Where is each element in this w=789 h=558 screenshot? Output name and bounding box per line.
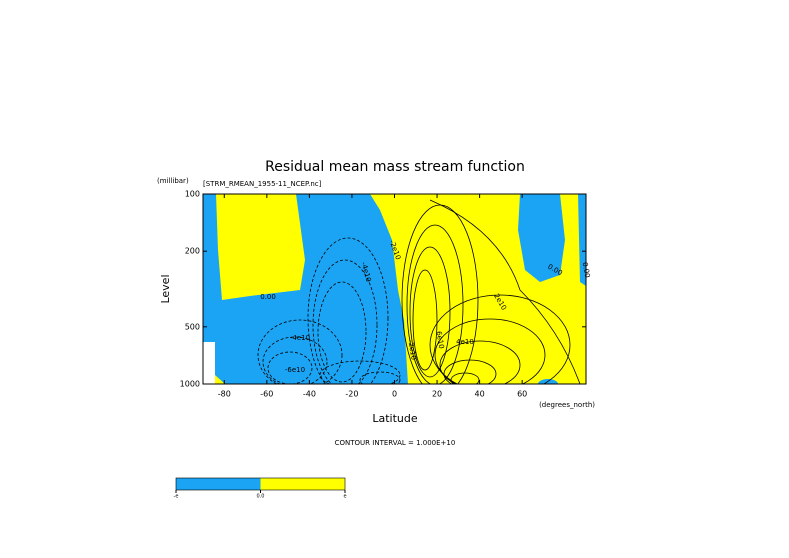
colorbar-swatch [260, 478, 345, 490]
x-tick-label: 0 [392, 390, 397, 399]
contour-label: -4e10 [290, 334, 310, 342]
colorbar-label: 0.0 [257, 494, 265, 500]
negative-region [578, 194, 586, 286]
x-tick-label: -80 [218, 390, 231, 399]
negative-region [203, 194, 408, 384]
contour-label: -6e10 [285, 366, 305, 374]
contour-label: 4e10 [456, 338, 474, 346]
subtitle: [STRM_RMEAN_1955-11_NCEP.nc] [203, 180, 322, 188]
x-tick-label: -40 [303, 390, 316, 399]
contour-interval: CONTOUR INTERVAL = 1.000E+10 [335, 439, 456, 447]
negative-contours [257, 237, 401, 384]
chart-title: Residual mean mass stream function [265, 159, 525, 175]
y-axis-label: Level [159, 274, 172, 303]
colorbar: -e 0.0 e [174, 477, 347, 500]
x-tick-label: 20 [432, 390, 442, 399]
y-tick-label: 100 [185, 190, 200, 199]
y-tick-label: 500 [185, 322, 200, 331]
colorbar-label: e [343, 494, 346, 500]
contour-label: 0.00 [260, 293, 276, 301]
y-unit: (millibar) [157, 177, 189, 185]
x-tick-label: -20 [345, 390, 358, 399]
negative-region [518, 194, 565, 282]
contour-label: 0.00 [581, 262, 592, 279]
colorbar-label: -e [174, 494, 179, 500]
x-tick-label: 40 [475, 390, 485, 399]
colorbar-swatch [176, 478, 261, 490]
positive-contours [401, 199, 581, 384]
x-axis-label: Latitude [372, 412, 418, 425]
x-tick-label: -60 [260, 390, 273, 399]
contour-label: 6e10 [435, 331, 446, 350]
contour-label: -2e10 [406, 339, 417, 360]
missing-region [203, 342, 215, 384]
y-tick-label: 200 [185, 247, 200, 256]
y-tick-label: 1000 [180, 380, 200, 389]
x-tick-label: 60 [517, 390, 527, 399]
contour-field [203, 194, 586, 384]
x-unit: (degrees_north) [539, 401, 595, 409]
